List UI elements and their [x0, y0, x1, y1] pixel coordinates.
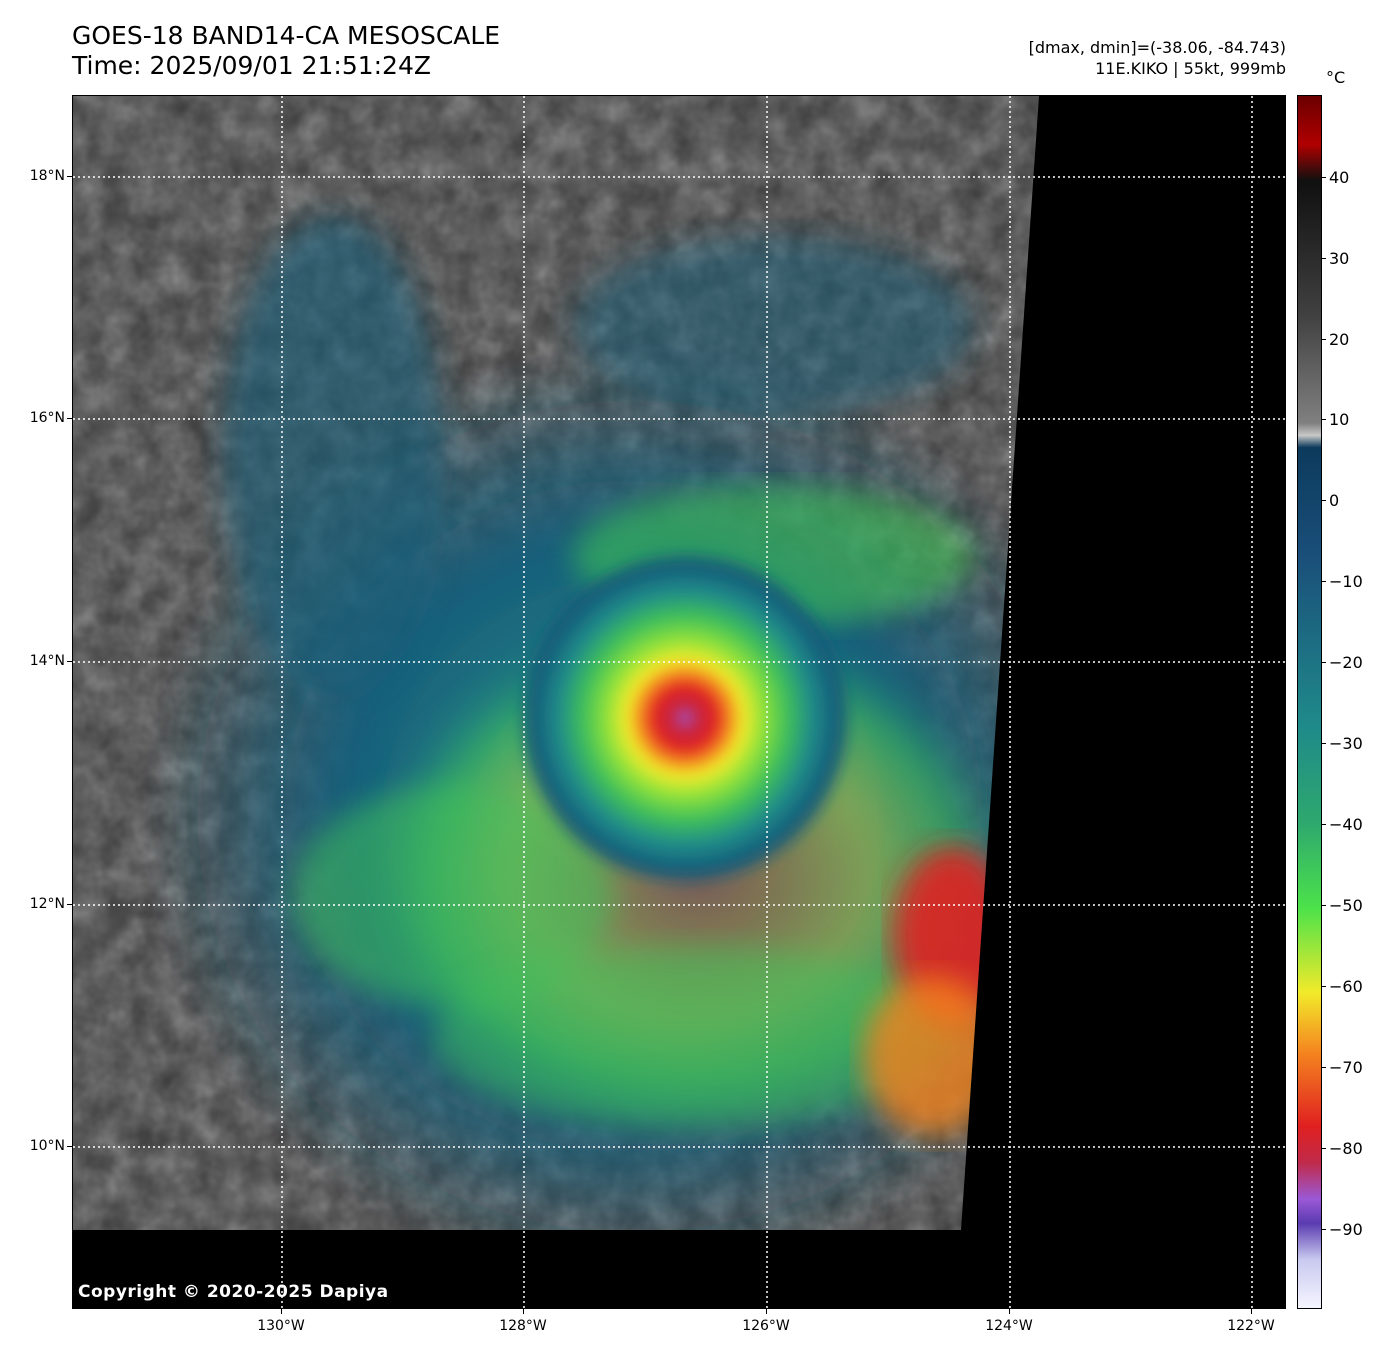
no-data-south — [73, 1230, 1285, 1308]
colorbar-tick-minus10: −10 — [1329, 572, 1363, 591]
colorbar-tick-30: 30 — [1329, 249, 1350, 268]
chart-title: GOES-18 BAND14-CA MESOSCALE — [72, 21, 501, 50]
colorbar-tick-minus70: −70 — [1329, 1058, 1363, 1077]
copyright-notice: Copyright © 2020-2025 Dapiya — [78, 1282, 389, 1302]
convection-southeast — [863, 976, 1003, 1136]
colorbar-tick-minus50: −50 — [1329, 896, 1363, 915]
colorbar-tick-minus80: −80 — [1329, 1139, 1363, 1158]
lon-label-124w: 124°W — [985, 1318, 1033, 1334]
colorbar-tick-20: 20 — [1329, 330, 1350, 349]
colorbar-tick-minus20: −20 — [1329, 653, 1363, 672]
lat-label-14n: 14°N — [29, 653, 65, 669]
temperature-colorbar — [1297, 95, 1322, 1309]
colorbar-tick-minus90: −90 — [1329, 1220, 1363, 1239]
colorbar-tick-minus60: −60 — [1329, 977, 1363, 996]
lon-label-126w: 126°W — [742, 1318, 790, 1334]
colorbar-tick-10: 10 — [1329, 410, 1350, 429]
satellite-imagery — [73, 96, 1285, 1308]
temperature-range: [dmax, dmin]=(-38.06, -84.743) — [1028, 38, 1286, 57]
lat-label-12n: 12°N — [29, 896, 65, 912]
cloud-band-northeast — [573, 236, 973, 416]
satellite-map: Copyright © 2020-2025 Dapiya — [72, 95, 1286, 1309]
graticule — [73, 96, 1285, 1308]
colorbar-unit: °C — [1326, 68, 1346, 87]
lon-label-128w: 128°W — [499, 1318, 547, 1334]
colorbar-tick-0: 0 — [1329, 491, 1340, 510]
cloud-band-north — [223, 216, 443, 696]
spiral-band-west — [293, 786, 613, 1006]
timestamp: Time: 2025/09/01 21:51:24Z — [72, 51, 431, 80]
lat-label-18n: 18°N — [29, 168, 65, 184]
colorbar-tick-minus30: −30 — [1329, 734, 1363, 753]
colorbar-tick-minus40: −40 — [1329, 815, 1363, 834]
spiral-band-south — [433, 946, 953, 1126]
lon-label-122w: 122°W — [1227, 1318, 1275, 1334]
storm-core — [515, 548, 855, 888]
lat-label-16n: 16°N — [29, 410, 65, 426]
storm-info: 11E.KIKO | 55kt, 999mb — [1095, 59, 1286, 78]
lon-label-130w: 130°W — [257, 1318, 305, 1334]
lat-label-10n: 10°N — [29, 1138, 65, 1154]
colorbar-tick-40: 40 — [1329, 168, 1350, 187]
